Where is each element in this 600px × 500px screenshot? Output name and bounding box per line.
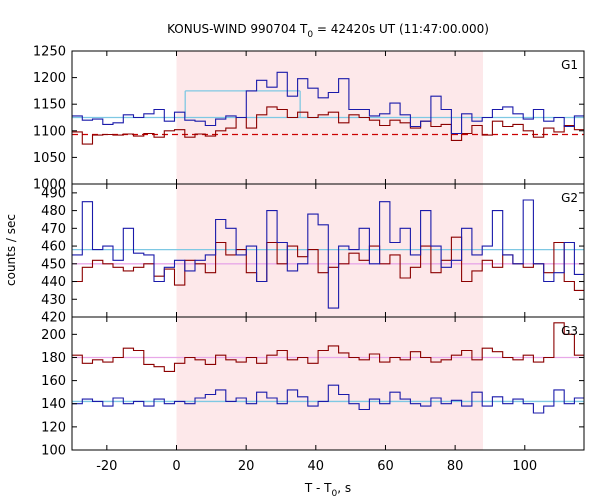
panel-label: G2 <box>561 191 578 205</box>
y-tick-label: 460 <box>41 240 66 255</box>
x-tick-label: -20 <box>96 459 117 474</box>
x-axis-label: T - T0, s <box>304 481 351 499</box>
series-blue-g3 <box>72 384 584 414</box>
y-tick-label: 440 <box>41 275 66 290</box>
chart-title-subscript: 0 <box>307 30 313 40</box>
x-tick-label: 60 <box>377 459 394 474</box>
x-axis-label-tail: , s <box>337 481 351 495</box>
x-tick-label: 80 <box>447 459 464 474</box>
y-tick-label: 1200 <box>33 71 66 86</box>
x-tick-label: 20 <box>238 459 255 474</box>
y-tick-label: 1050 <box>33 151 66 166</box>
panel-label: G3 <box>561 324 578 338</box>
x-tick-label: 0 <box>172 459 180 474</box>
x-axis-label-subscript: 0 <box>332 489 338 499</box>
y-tick-label: 120 <box>41 420 66 435</box>
panel-frame-g3 <box>71 316 585 451</box>
y-tick-label: 450 <box>41 257 66 272</box>
chart-title-suffix: = 42420s UT (11:47:00.000) <box>313 22 489 36</box>
panel-label: G1 <box>561 58 578 72</box>
y-tick-label: 100 <box>41 444 66 459</box>
series-blue-g2 <box>72 199 584 309</box>
y-tick-label: 420 <box>41 311 66 326</box>
y-tick-label: 470 <box>41 222 66 237</box>
y-tick-label: 1250 <box>33 45 66 60</box>
y-tick-label: 200 <box>41 328 66 343</box>
panel-g1: 1000 1050 1100 1150 1200 1250 G1 <box>33 45 585 193</box>
x-tick-label: 40 <box>308 459 325 474</box>
y-tick-label: 1100 <box>33 124 66 139</box>
y-tick-label: 180 <box>41 351 66 366</box>
series-red-g1 <box>72 106 584 145</box>
y-tick-label: 1000 <box>33 178 66 193</box>
y-tick-label: 140 <box>41 397 66 412</box>
y-tick-label: 160 <box>41 374 66 389</box>
chart-title: KONUS-WIND 990704 T0 = 42420s UT (11:47:… <box>167 22 489 40</box>
y-tick-label: 490 <box>41 186 66 201</box>
panel-g2: 420 430 440 450 460 470 480 490 G2 <box>41 183 585 326</box>
series-blue-g1 <box>72 71 584 135</box>
y-tick-label: 430 <box>41 293 66 308</box>
series-red-g3 <box>72 322 584 372</box>
plot-area: 100010501100115012001250G142043044045046… <box>33 45 585 474</box>
chart-title-prefix: KONUS-WIND 990704 T <box>167 22 308 36</box>
y-tick-label: 480 <box>41 204 66 219</box>
x-axis-label-main: T - T <box>304 481 332 495</box>
x-tick-label: 100 <box>512 459 537 474</box>
y-axis-label: counts / sec <box>4 214 18 286</box>
y-tick-label: 1150 <box>33 98 66 113</box>
panel-g3: 100 120 140 160 180 200 G3 <box>41 316 585 459</box>
